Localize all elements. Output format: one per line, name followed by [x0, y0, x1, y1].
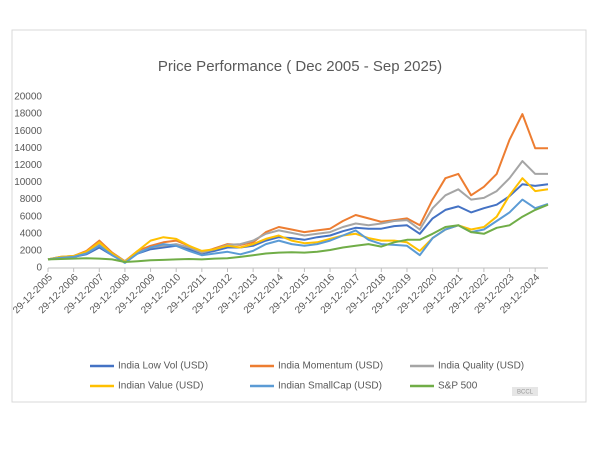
- legend-label: India Momentum (USD): [278, 361, 383, 372]
- legend-label: Indian Value (USD): [118, 381, 203, 392]
- legend-label: India Low Vol (USD): [118, 361, 208, 372]
- legend-label: S&P 500: [438, 381, 478, 392]
- watermark: BCCL: [517, 390, 534, 396]
- legend-label: Indian SmallCap (USD): [278, 381, 382, 392]
- y-tick-label: 20000: [14, 92, 42, 103]
- series-line: [47, 177, 549, 263]
- y-tick-label: 2000: [20, 246, 43, 257]
- y-tick-label: 14000: [14, 143, 42, 154]
- y-tick-label: 18000: [14, 109, 42, 120]
- watermark-box: [512, 387, 538, 396]
- y-tick-label: 4000: [20, 228, 43, 239]
- chart-frame: [11, 29, 587, 403]
- y-tick-label: 10000: [14, 177, 42, 188]
- legend-label: India Quality (USD): [438, 361, 524, 372]
- y-tick-label: 12000: [14, 160, 42, 171]
- y-tick-label: 0: [36, 263, 42, 274]
- chart-title: Price Performance ( Dec 2005 - Sep 2025): [158, 58, 442, 75]
- y-tick-label: 6000: [20, 211, 43, 222]
- series-line: [47, 203, 549, 263]
- y-tick-label: 8000: [20, 194, 43, 205]
- y-tick-label: 16000: [14, 126, 42, 137]
